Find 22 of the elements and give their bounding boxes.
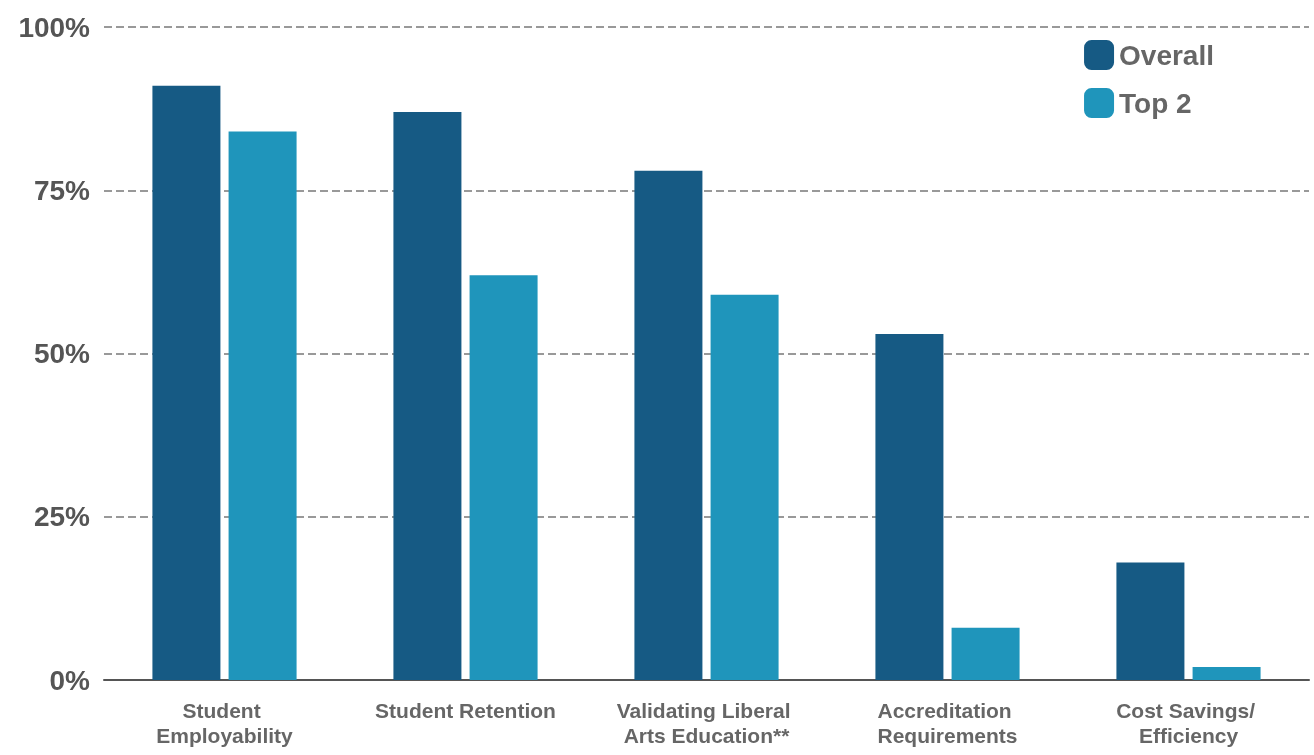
bar xyxy=(152,85,221,680)
x-tick-label: Student Employability xyxy=(156,699,294,747)
legend-label: Top 2 xyxy=(1119,87,1192,119)
y-tick-label: 100% xyxy=(18,11,91,43)
x-tick-label: Validating Liberal Arts Education** xyxy=(616,699,797,747)
legend-label: Overall xyxy=(1119,39,1214,71)
bar xyxy=(875,333,944,680)
bar xyxy=(951,627,1020,680)
bar xyxy=(1116,562,1185,680)
x-tick-label: Accreditation Requirements xyxy=(877,699,1018,747)
y-tick-label: 50% xyxy=(33,338,91,369)
bar xyxy=(393,111,462,680)
x-tick-label: Student Retention xyxy=(375,699,556,722)
bar xyxy=(634,170,703,680)
x-tick-label: Cost Savings/ Efficiency xyxy=(1116,699,1261,747)
bar xyxy=(228,131,297,680)
y-tick-label: 0% xyxy=(49,664,91,696)
bar xyxy=(710,294,779,680)
y-tick-label: 25% xyxy=(33,501,91,533)
bar xyxy=(469,275,538,680)
bar xyxy=(1192,666,1261,680)
y-tick-label: 75% xyxy=(33,174,91,206)
